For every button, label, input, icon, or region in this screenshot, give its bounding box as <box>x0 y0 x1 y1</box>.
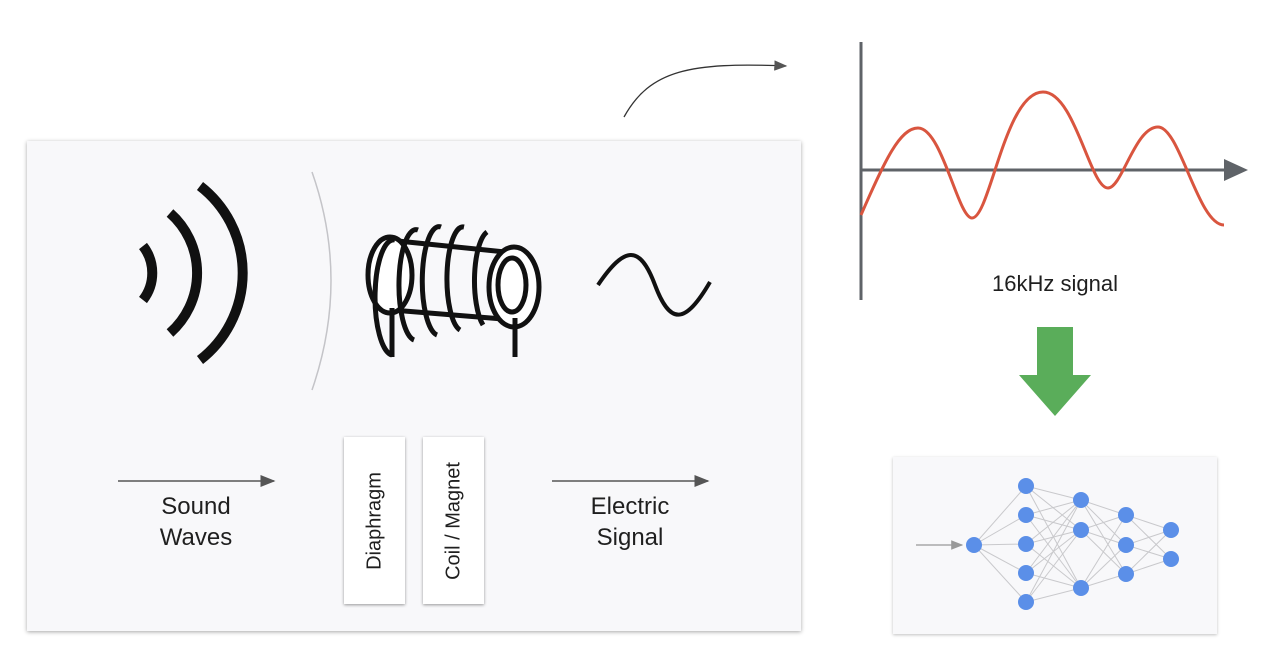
microphone-panel <box>27 141 801 631</box>
down-arrow-icon <box>1019 327 1091 416</box>
network-edge <box>1080 514 1127 589</box>
transition-arrow <box>623 60 788 118</box>
signal-chart <box>859 42 1248 300</box>
network-edge <box>1025 499 1082 545</box>
network-node <box>1018 565 1034 581</box>
network-node <box>1018 594 1034 610</box>
coil-magnet-label: Coil / Magnet <box>442 461 464 580</box>
coil-magnet-card: Coil / Magnet <box>423 437 484 604</box>
network-node <box>1163 551 1179 567</box>
network-edge <box>973 485 1027 546</box>
network-edge <box>973 544 1027 574</box>
network-edge <box>1025 529 1082 603</box>
electric-signal-label: Electric Signal <box>590 493 670 551</box>
network-node <box>1118 566 1134 582</box>
network-node <box>1073 580 1089 596</box>
signal-x-axis-arrowhead <box>1224 159 1248 181</box>
network-node <box>1073 522 1089 538</box>
network-node <box>1018 478 1034 494</box>
signal-caption: 16kHz signal <box>992 271 1118 296</box>
network-edge <box>1080 544 1127 589</box>
network-edge <box>973 543 1027 546</box>
signal-waveform <box>859 90 1225 227</box>
divider-curve <box>311 171 332 391</box>
network-edge <box>1025 587 1082 603</box>
network-node <box>1018 536 1034 552</box>
network-edge <box>1025 499 1082 603</box>
neural-network-edges <box>973 485 1172 603</box>
network-node <box>966 537 982 553</box>
network-node <box>1118 537 1134 553</box>
diaphragm-card: Diaphragm <box>344 437 405 604</box>
sound-waves-icon <box>138 182 248 364</box>
network-edge <box>1025 572 1082 589</box>
network-edge <box>1025 499 1082 574</box>
neural-network-nodes <box>966 478 1179 610</box>
network-node <box>1018 507 1034 523</box>
diaphragm-label: Diaphragm <box>363 471 385 570</box>
network-edge <box>1025 485 1082 501</box>
network-node <box>1073 492 1089 508</box>
network-node <box>1163 522 1179 538</box>
network-edge <box>1025 499 1082 516</box>
network-edge <box>1125 529 1172 575</box>
network-node <box>1118 507 1134 523</box>
network-edge <box>973 514 1027 546</box>
coil-icon <box>365 224 542 358</box>
network-edge <box>973 544 1027 603</box>
sound-waves-label: Sound Waves <box>159 493 233 551</box>
sine-wave-icon <box>596 253 712 317</box>
